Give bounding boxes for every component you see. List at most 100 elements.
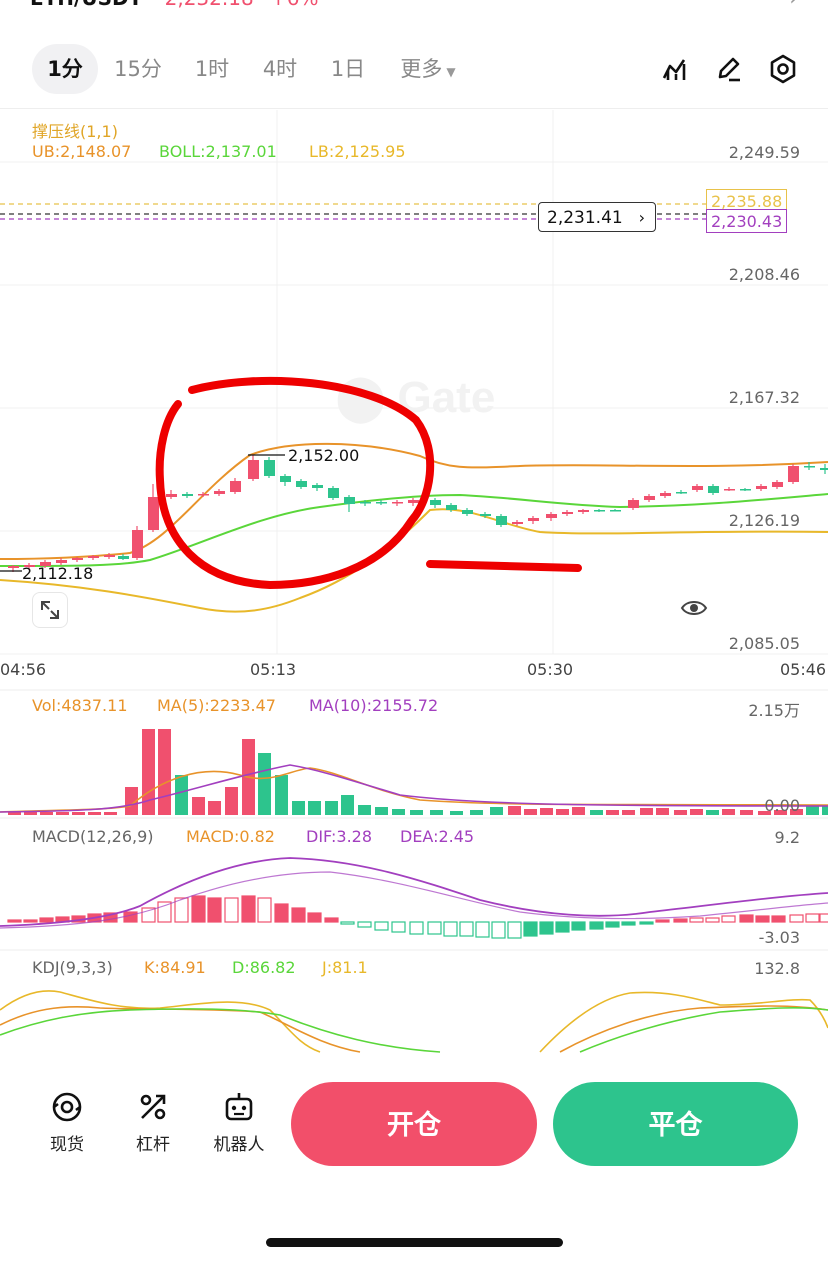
volume-bar (430, 810, 443, 815)
macd-bar (789, 914, 804, 923)
macd-title: MACD(12,26,9) (32, 827, 154, 846)
candle (280, 476, 291, 482)
candle (446, 505, 457, 510)
macd-bar (539, 921, 554, 935)
macd-bar (340, 921, 355, 925)
macd-bar (605, 921, 620, 928)
nav-robot[interactable]: 机器人 (204, 1090, 274, 1155)
nav-spot[interactable]: 现货 (32, 1090, 102, 1155)
candle (132, 530, 143, 558)
volume-bar (758, 811, 771, 815)
open-position-button[interactable]: 开仓 (291, 1082, 537, 1166)
macd-bar (39, 917, 54, 923)
volume-bar (104, 812, 117, 815)
volume-bar (470, 810, 483, 815)
kdj-axis-top: 132.8 (754, 959, 800, 978)
candlesticks (8, 455, 828, 572)
robot-icon (225, 1093, 253, 1121)
ticker-header[interactable]: ETH/USDT 2,232.18 +6% (30, 0, 319, 14)
tab-15min[interactable]: 15分 (114, 57, 162, 81)
chevron-right-icon[interactable]: › (789, 0, 798, 11)
divider (0, 108, 828, 109)
macd-bar (689, 917, 704, 923)
tab-1hour[interactable]: 1时 (194, 57, 230, 81)
close-position-button[interactable]: 平仓 (553, 1082, 798, 1166)
macd-bar (639, 921, 654, 925)
volume-bar (740, 810, 753, 815)
macd-bar (805, 913, 820, 923)
high-marker: 2,152.00 (288, 446, 360, 465)
macd-bar (257, 897, 272, 923)
candle (578, 510, 589, 512)
nav-leverage-label: 杠杆 (136, 1135, 170, 1155)
macd-bar (721, 915, 736, 923)
x-axis-label: 04:56 (0, 660, 47, 679)
candle (264, 460, 275, 476)
volume-bar (275, 775, 288, 815)
current-price-tag[interactable]: 2,231.41 › (538, 202, 656, 232)
macd-bar (391, 921, 406, 933)
macd-bar (241, 895, 256, 923)
candle (660, 493, 671, 496)
volume-bar (375, 807, 388, 815)
volume-bar (292, 801, 305, 815)
hand-drawn-circle (155, 376, 435, 590)
macd-bar (191, 895, 206, 923)
timeframe-tabs: 1分 15分 1时 4时 1日 更多 ▼ (0, 44, 828, 94)
vol-axis-top: 2.15万 (748, 701, 800, 720)
candle (166, 494, 177, 497)
candle (198, 494, 209, 496)
macd-bar (123, 911, 138, 923)
settings-hexagon-icon[interactable] (766, 52, 800, 86)
eye-icon (680, 601, 708, 615)
candle (328, 488, 339, 498)
candle (40, 562, 51, 566)
candle (462, 510, 473, 514)
volume-bar (158, 729, 171, 815)
volume-bar (125, 787, 138, 815)
candle (756, 486, 767, 489)
candle (496, 516, 507, 525)
caret-down-icon: ▼ (446, 65, 456, 79)
tab-1day[interactable]: 1日 (330, 57, 366, 81)
candle (788, 466, 799, 482)
volume-bar (722, 809, 735, 815)
chart-canvas[interactable]: ⬤ Gate (0, 0, 828, 1060)
tab-1min[interactable]: 1分 (32, 44, 98, 94)
macd-histogram (7, 895, 828, 939)
macd-bar (819, 913, 828, 923)
volume-bar (410, 810, 423, 815)
x-axis-label: 05:46 (780, 660, 827, 679)
macd-bar (491, 921, 506, 939)
tab-4hour[interactable]: 4时 (262, 57, 298, 81)
chevron-right-icon: › (638, 208, 645, 227)
macd-bar (409, 921, 424, 935)
volume-bar (572, 807, 585, 815)
candle (724, 489, 735, 491)
nav-leverage[interactable]: 杠杆 (118, 1090, 188, 1155)
macd-bar (571, 921, 586, 931)
macd-bar (771, 915, 786, 923)
visibility-button[interactable] (676, 590, 712, 626)
dif-value: DIF:3.28 (306, 827, 373, 846)
macd-bar (224, 897, 239, 923)
draw-pen-icon[interactable] (712, 52, 746, 86)
tab-more[interactable]: 更多 ▼ (388, 44, 468, 94)
volume-bar (258, 753, 271, 815)
kdj-title: KDJ(9,3,3) (32, 958, 113, 977)
fullscreen-button[interactable] (32, 592, 68, 628)
macd-bar (673, 918, 688, 923)
kdj-j: J:81.1 (322, 958, 368, 977)
macd-axis-bottom: -3.03 (758, 928, 800, 947)
indicator-icon[interactable] (658, 52, 692, 86)
candle (528, 518, 539, 521)
macd-bar (374, 921, 389, 931)
volume-bar (341, 795, 354, 815)
candle (88, 556, 99, 558)
home-indicator[interactable] (266, 1238, 563, 1247)
macd-bar (739, 914, 754, 923)
candle (24, 565, 35, 567)
y-axis-label: 2,085.05 (728, 634, 800, 653)
macd-bar (475, 921, 490, 938)
volume-bar (225, 787, 238, 815)
